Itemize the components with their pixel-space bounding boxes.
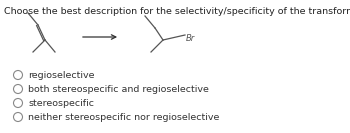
- Text: Choose the best description for the selectivity/specificity of the transformatio: Choose the best description for the sele…: [4, 7, 350, 16]
- Text: Br: Br: [186, 34, 195, 43]
- Text: regioselective: regioselective: [28, 70, 94, 80]
- Text: both stereospecific and regioselective: both stereospecific and regioselective: [28, 84, 209, 93]
- Text: stereospecific: stereospecific: [28, 99, 94, 107]
- Text: neither stereospecific nor regioselective: neither stereospecific nor regioselectiv…: [28, 113, 219, 122]
